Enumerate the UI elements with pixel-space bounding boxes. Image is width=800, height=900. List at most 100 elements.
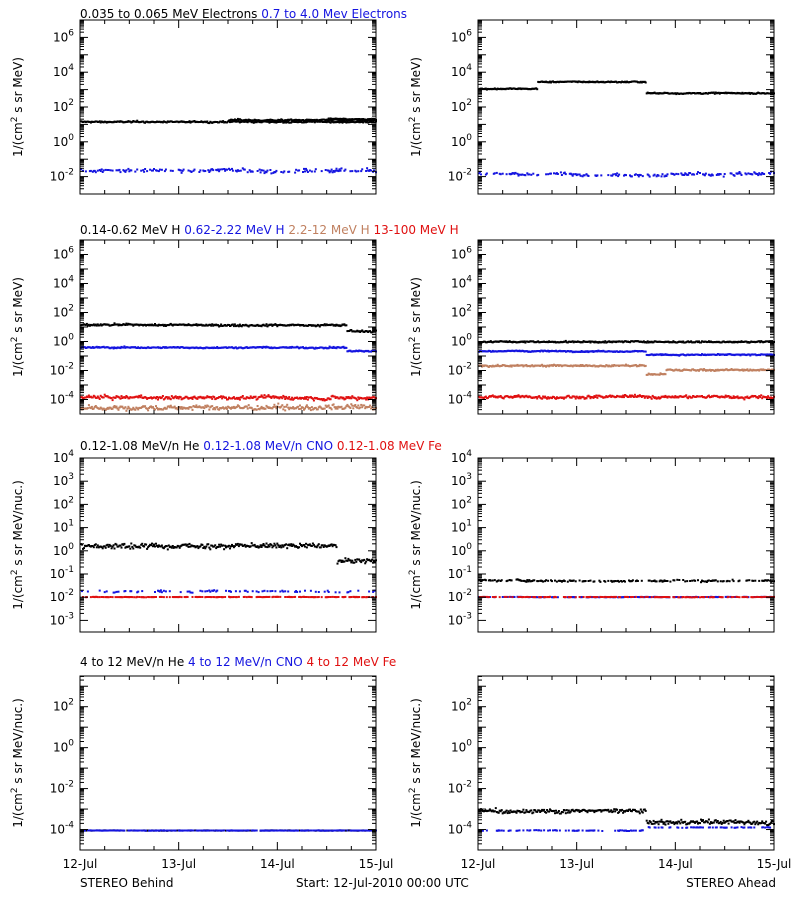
data-point [355, 397, 358, 400]
data-point [290, 543, 293, 546]
data-point [231, 167, 233, 170]
data-point [170, 546, 173, 549]
data-point [140, 394, 143, 397]
data-point [315, 546, 318, 549]
data-point [741, 368, 744, 371]
data-point [356, 119, 359, 122]
data-point [81, 396, 83, 399]
data-point [305, 542, 307, 545]
data-point [587, 175, 590, 177]
data-point [247, 404, 250, 407]
y-axis-title: 1/(cm2 s sr MeV) [408, 277, 423, 377]
data-point [153, 324, 155, 327]
data-point [126, 546, 129, 549]
data-point [266, 395, 269, 398]
data-point [373, 169, 375, 172]
data-point [320, 398, 323, 400]
data-point [323, 407, 326, 410]
data-point [260, 405, 263, 408]
data-point [224, 169, 227, 172]
data-point [266, 590, 269, 593]
data-point [274, 171, 277, 174]
data-point [262, 396, 265, 399]
data-point [179, 407, 182, 410]
data-point [366, 167, 369, 170]
data-point [308, 407, 311, 409]
data-point [323, 590, 326, 593]
data-point [272, 406, 275, 408]
data-point [564, 173, 567, 176]
data-point [290, 398, 293, 401]
data-point [138, 545, 141, 548]
data-point [298, 169, 301, 172]
y-tick-label: 104 [53, 63, 74, 79]
data-point [111, 399, 114, 402]
data-point [370, 560, 373, 563]
data-point [212, 408, 215, 411]
data-point [162, 547, 165, 550]
data-point [217, 324, 220, 327]
data-point [361, 406, 364, 409]
data-point [155, 596, 157, 598]
data-point [665, 175, 668, 177]
data-point [237, 545, 240, 548]
data-point [94, 543, 97, 546]
data-point [201, 590, 204, 593]
data-point [134, 170, 137, 173]
data-point [204, 547, 207, 550]
data-point [757, 174, 760, 177]
data-point [213, 396, 216, 399]
data-point [622, 394, 625, 397]
data-point [138, 596, 141, 598]
data-point [700, 341, 702, 344]
data-point [505, 173, 508, 176]
data-point [106, 395, 109, 398]
data-point [553, 396, 555, 399]
data-point [288, 408, 291, 411]
y-tick-label: 10-2 [448, 168, 472, 184]
data-point [214, 408, 217, 411]
data-point [680, 172, 683, 175]
data-point [270, 397, 273, 399]
data-point [270, 543, 273, 546]
data-point [91, 545, 94, 548]
data-point [191, 591, 194, 594]
data-point [188, 542, 191, 545]
data-point [235, 596, 238, 599]
data-point [165, 121, 168, 124]
data-point [730, 172, 733, 175]
data-point [284, 590, 287, 593]
data-point [647, 174, 650, 177]
data-point [155, 397, 157, 400]
data-point [645, 341, 648, 344]
data-point [160, 168, 163, 171]
data-point [278, 397, 281, 400]
data-point [174, 395, 177, 398]
data-point [152, 406, 154, 409]
data-point [525, 364, 528, 366]
data-point [355, 170, 358, 173]
data-point [561, 396, 564, 399]
data-point [120, 395, 123, 398]
data-point [282, 590, 285, 593]
data-point [305, 167, 307, 170]
data-point [167, 544, 170, 547]
data-point [256, 545, 259, 548]
data-point [213, 596, 216, 599]
data-point [661, 173, 664, 176]
data-point [119, 544, 122, 547]
data-point [151, 542, 153, 545]
data-point [760, 394, 763, 397]
data-point [232, 405, 235, 408]
data-point [609, 394, 612, 397]
data-point [164, 168, 167, 171]
y-tick-label: 102 [451, 98, 472, 114]
data-point [623, 396, 625, 399]
data-point [327, 591, 330, 593]
data-point [495, 365, 498, 368]
data-point [291, 396, 294, 399]
data-point [260, 546, 263, 548]
data-point [298, 546, 301, 549]
data-point [265, 171, 268, 174]
